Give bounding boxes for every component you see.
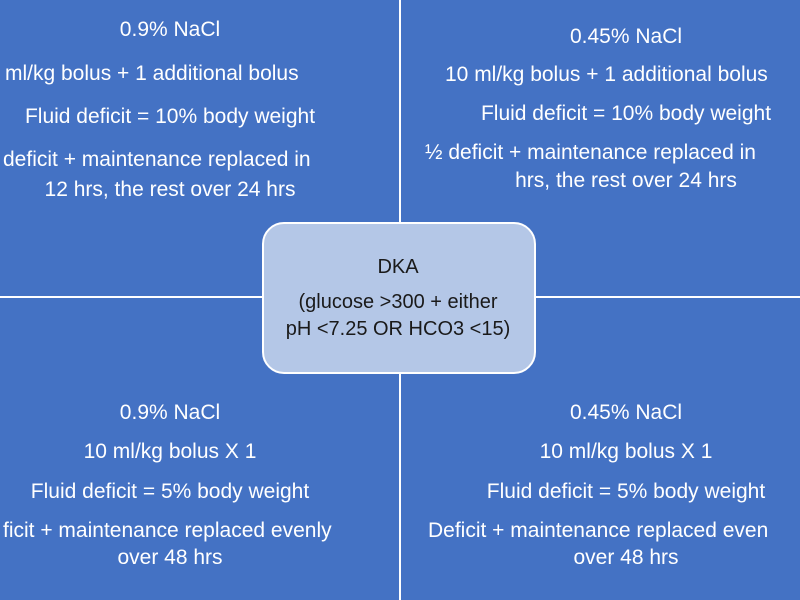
center-box (262, 222, 536, 374)
text-line: 0.45% NaCl (569, 401, 683, 424)
text-line: Deficit + maintenance replaced even (428, 519, 769, 542)
text-line: ½ deficit + maintenance replaced in (425, 141, 756, 164)
text-line: 0.9% NaCl (119, 401, 221, 424)
text-line: (glucose >300 + either (298, 291, 498, 313)
text-line: 10 ml/kg bolus + 1 additional bolus (445, 63, 768, 86)
text-line: Fluid deficit = 10% body weight (480, 102, 772, 125)
text-line: hrs, the rest over 24 hrs (515, 169, 737, 192)
text-line: over 48 hrs (117, 546, 223, 569)
text-line: ml/kg bolus + 1 additional bolus (5, 62, 299, 85)
text-line: 0.9% NaCl (119, 18, 221, 41)
text-line: ficit + maintenance replaced evenly (3, 519, 332, 542)
text-line: DKA (377, 256, 419, 278)
text-line: 0.45% NaCl (569, 25, 683, 48)
text-line: Fluid deficit = 10% body weight (24, 105, 316, 128)
text-line: 10 ml/kg bolus X 1 (83, 440, 257, 463)
text-line: over 48 hrs (573, 546, 679, 569)
text-line: 12 hrs, the rest over 24 hrs (44, 178, 296, 201)
text-line: Fluid deficit = 5% body weight (30, 480, 310, 503)
text-line: pH <7.25 OR HCO3 <15) (285, 318, 511, 340)
text-line: 10 ml/kg bolus X 1 (539, 440, 713, 463)
text-line: Fluid deficit = 5% body weight (486, 480, 766, 503)
text-line: deficit + maintenance replaced in (3, 148, 311, 171)
